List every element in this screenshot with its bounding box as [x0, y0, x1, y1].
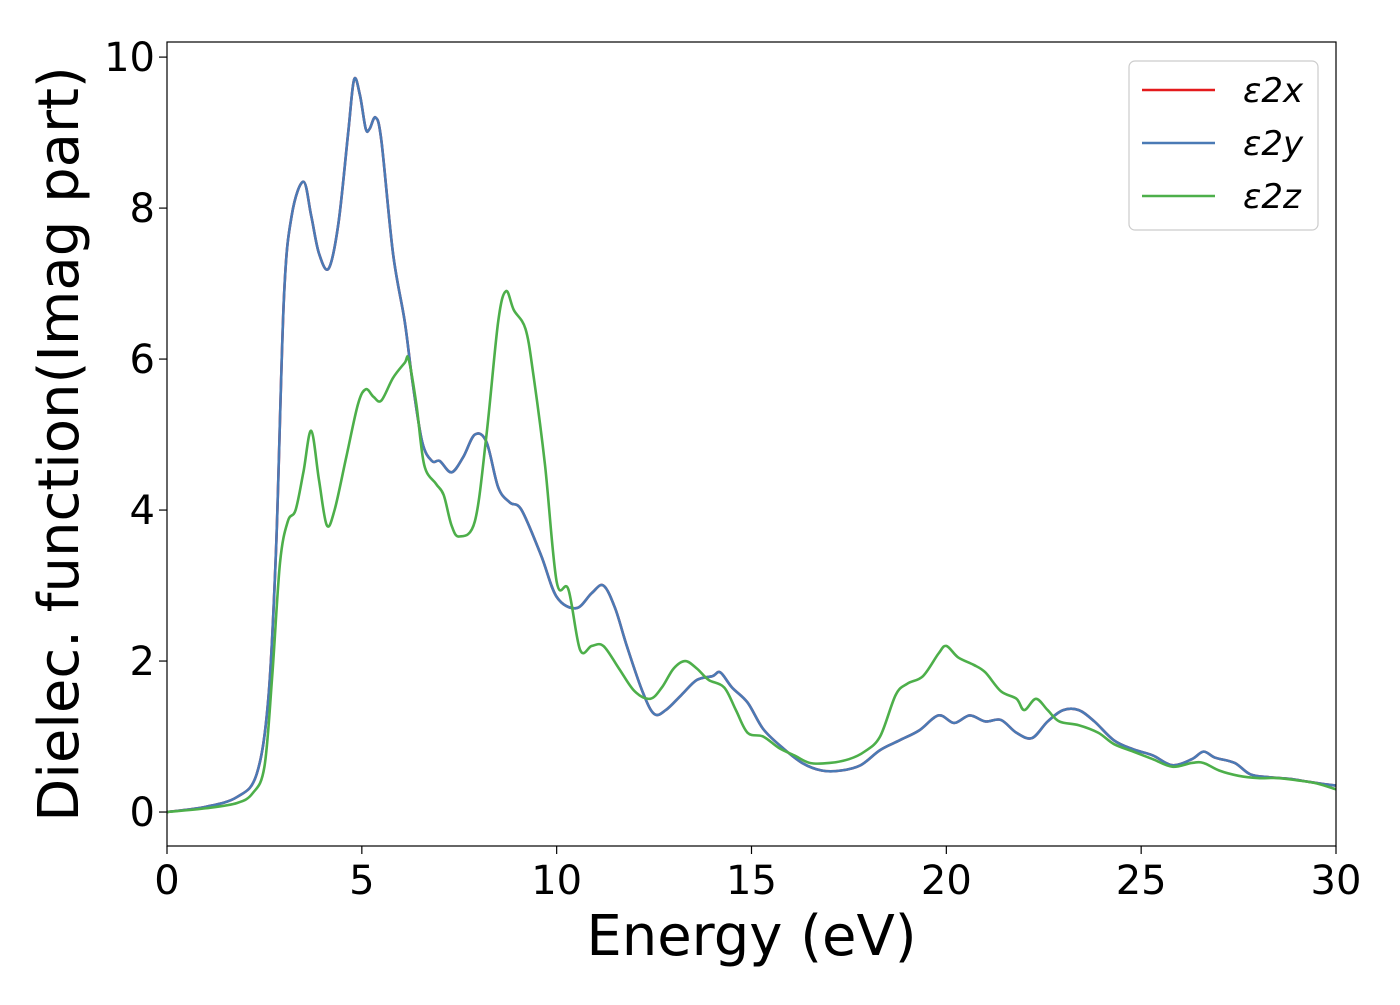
legend-label: ε2y	[1243, 124, 1304, 164]
x-axis-label: Energy (eV)	[586, 904, 916, 969]
x-tick-label: 15	[726, 858, 777, 904]
y-tick-label: 10	[104, 35, 155, 81]
legend-label: ε2x	[1243, 71, 1304, 111]
y-axis: 0 2 4 6 8 10	[104, 35, 167, 836]
series-layer	[167, 76, 1336, 814]
legend-entry-e2x: ε2x	[1142, 71, 1304, 111]
y-axis-label: Dielec. function(Imag part)	[27, 66, 92, 822]
series-line-e2z	[167, 289, 1336, 814]
series-line-e2y	[167, 76, 1336, 814]
y-tick-label: 4	[130, 488, 155, 534]
legend-label: ε2z	[1243, 177, 1302, 217]
y-tick-label: 6	[130, 337, 155, 383]
legend-box	[1128, 60, 1319, 231]
x-axis: 0 5 10 15 20 25 30	[154, 846, 1361, 904]
x-tick-label: 20	[921, 858, 972, 904]
y-tick-label: 0	[130, 790, 155, 836]
y-tick-label: 8	[130, 186, 155, 232]
x-tick-label: 10	[531, 858, 582, 904]
x-tick-label: 0	[154, 858, 179, 904]
legend-entry-e2y: ε2y	[1142, 124, 1304, 164]
legend-entry-e2z: ε2z	[1142, 177, 1302, 217]
y-tick-label: 2	[130, 639, 155, 685]
legend: ε2x ε2y ε2z	[1128, 60, 1319, 231]
x-tick-label: 5	[349, 858, 374, 904]
x-tick-label: 30	[1311, 858, 1362, 904]
x-tick-label: 25	[1116, 858, 1167, 904]
